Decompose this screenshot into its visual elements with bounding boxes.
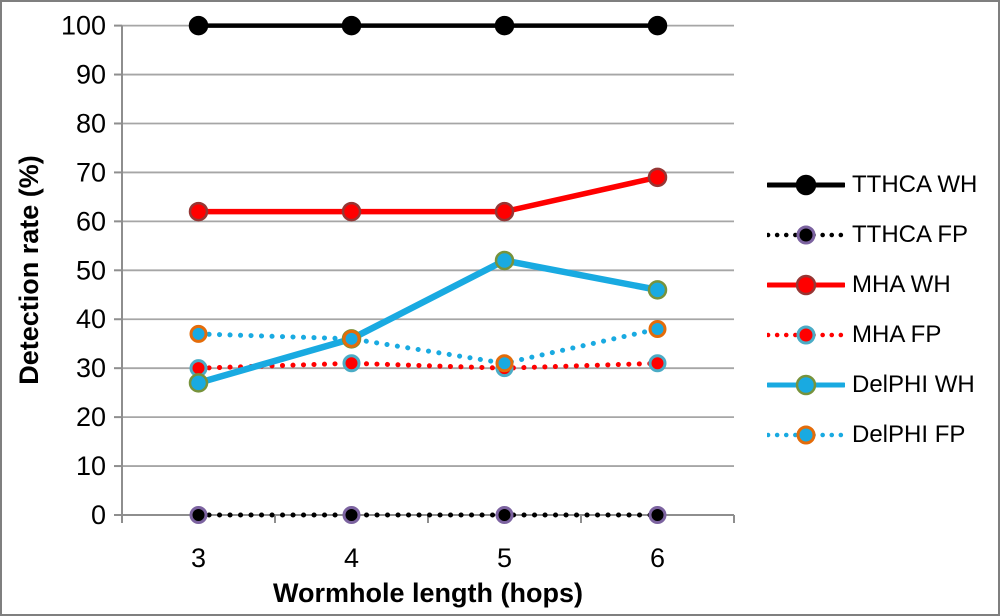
series-delphi-fp (189, 320, 667, 373)
legend-marker (795, 274, 817, 296)
y-tick-label: 50 (76, 255, 106, 285)
legend-marker (796, 425, 816, 445)
legend-item-tthca-fp: TTHCA FP (767, 210, 977, 260)
y-tick-label: 90 (76, 60, 106, 90)
y-tick-label: 40 (76, 304, 106, 334)
y-tick-label: 0 (91, 500, 106, 530)
legend-marker (795, 374, 817, 396)
y-tick-label: 60 (76, 206, 106, 236)
marker-mha-wh-x3 (188, 201, 209, 222)
marker-mha-wh-x4 (341, 201, 362, 222)
legend-label: DelPHI FP (852, 421, 966, 448)
gridlines (114, 24, 734, 516)
y-tick-label: 20 (76, 402, 106, 432)
legend-label: TTHCA WH (852, 171, 978, 198)
legend-marker (796, 325, 816, 345)
marker-mha-wh-x6 (647, 167, 668, 188)
legend-label: DelPHI WH (852, 371, 975, 398)
legend-item-delphi-wh: DelPHI WH (767, 360, 977, 410)
legend-sample-tthca-wh (767, 174, 845, 196)
marker-mha-wh-x5 (494, 201, 515, 222)
legend-marker (795, 174, 817, 196)
marker-tthca-wh-x5 (494, 15, 515, 36)
legend-label: MHA FP (852, 321, 942, 348)
marker-delphi-fp-x3 (189, 324, 208, 343)
series-tthca-fp (189, 506, 667, 524)
marker-delphi-fp-x5 (495, 354, 514, 373)
series-line-delphi-fp (196, 326, 660, 366)
legend-item-delphi-fp: DelPHI FP (767, 410, 977, 460)
legend-label: TTHCA FP (852, 221, 969, 248)
marker-delphi-wh-x3 (188, 373, 209, 393)
marker-tthca-wh-x3 (188, 15, 209, 36)
series-line-mha-fp (196, 360, 660, 371)
marker-tthca-fp-x4 (342, 506, 361, 524)
legend-sample-mha-fp (767, 325, 845, 345)
x-axis-title: Wormhole length (hops) (273, 578, 583, 608)
marker-delphi-fp-x6 (648, 320, 667, 339)
x-tick-label: 4 (344, 543, 359, 573)
marker-tthca-fp-x3 (189, 506, 208, 524)
marker-mha-fp-x6 (648, 354, 667, 373)
series-tthca-wh (188, 15, 668, 36)
marker-tthca-fp-x5 (495, 506, 514, 524)
marker-tthca-wh-x4 (341, 15, 362, 36)
series-mha-wh (188, 167, 668, 222)
legend-sample-tthca-fp (767, 225, 845, 245)
y-axis-title: Detection rate (%) (13, 155, 44, 385)
y-tick-label: 10 (76, 451, 106, 481)
x-tick-label: 5 (497, 543, 512, 573)
legend-label: MHA WH (852, 271, 951, 298)
y-tick-label: 30 (76, 353, 106, 383)
y-tick-label: 70 (76, 157, 106, 187)
legend: TTHCA WH TTHCA FP MHA WH MHA FP DelPHI WH Del… (767, 160, 977, 460)
marker-delphi-wh-x6 (647, 280, 668, 300)
x-tick-label: 3 (191, 543, 206, 573)
legend-item-mha-fp: MHA FP (767, 310, 977, 360)
marker-mha-fp-x4 (342, 354, 361, 373)
x-tick-label: 6 (650, 543, 665, 573)
y-tick-label: 80 (76, 108, 106, 138)
legend-sample-delphi-fp (767, 425, 845, 445)
marker-delphi-wh-x5 (494, 250, 515, 271)
legend-sample-mha-wh (767, 274, 845, 296)
legend-item-tthca-wh: TTHCA WH (767, 160, 977, 210)
series-delphi-wh (188, 250, 668, 393)
legend-marker (796, 225, 816, 245)
series-line-delphi-wh (195, 257, 661, 387)
y-tick-label: 100 (61, 11, 106, 41)
series-line-mha-wh (195, 174, 661, 215)
marker-tthca-wh-x6 (647, 15, 668, 36)
legend-sample-delphi-wh (767, 374, 845, 396)
marker-delphi-fp-x4 (342, 329, 361, 348)
legend-item-mha-wh: MHA WH (767, 260, 977, 310)
marker-tthca-fp-x6 (648, 506, 667, 524)
